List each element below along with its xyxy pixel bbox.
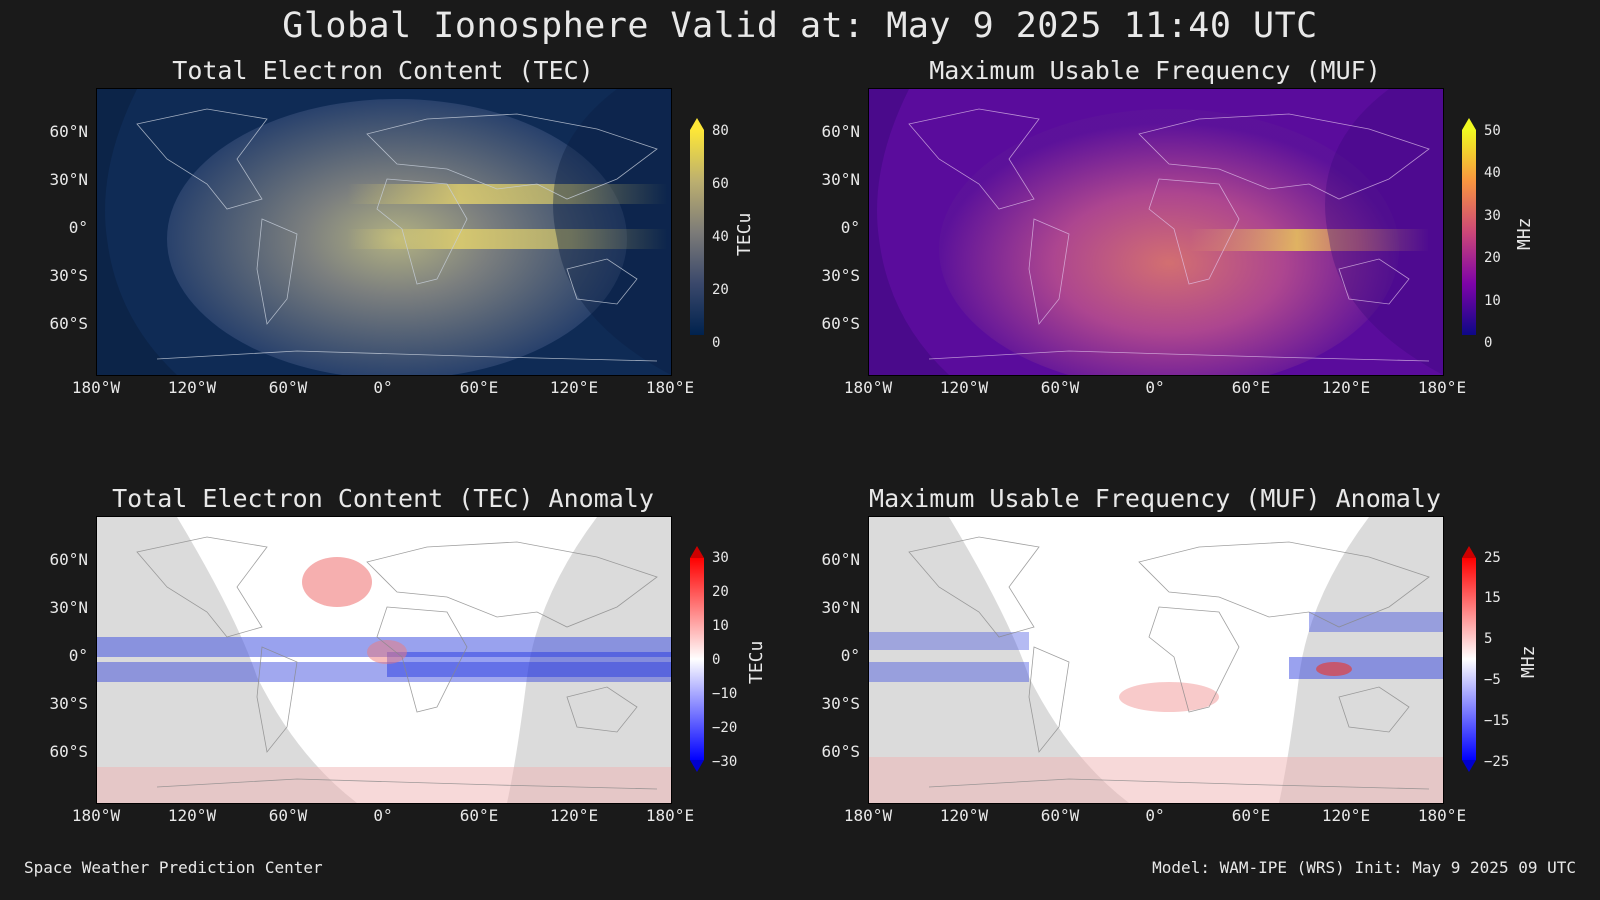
lat-tick: 30°S [49,266,88,285]
lat-tick: 60°S [821,314,860,333]
lat-tick: 30°N [821,170,860,189]
tec-panel-title: Total Electron Content (TEC) [172,56,594,85]
muf-anomaly-colorbar [1462,546,1476,772]
lat-tick: 60°S [49,314,88,333]
lon-tick: 180°E [1417,378,1467,397]
colorbar-tick: 15 [1484,590,1501,606]
lon-tick: 180°E [1417,806,1467,825]
lat-tick: 30°N [49,598,88,617]
lon-tick: 180°W [71,806,121,825]
colorbar-tick: −10 [712,686,738,702]
tec-anomaly-map [96,516,672,804]
colorbar-tick: 5 [1484,631,1493,647]
lon-tick: 120°E [1321,806,1371,825]
lon-tick: 0° [1145,378,1165,397]
colorbar-tick: 0 [712,335,721,351]
lon-tick: 120°E [549,378,599,397]
footer-model-info: Model: WAM-IPE (WRS) Init: May 9 2025 09… [1152,858,1576,877]
colorbar-tick: −5 [1484,672,1501,688]
colorbar-tick: 10 [1484,293,1501,309]
lon-tick: 60°W [1040,378,1080,397]
tec-anomaly-panel-title: Total Electron Content (TEC) Anomaly [112,484,654,513]
lon-tick: 120°W [167,806,217,825]
colorbar-tick: 10 [712,618,729,634]
lat-tick: 60°S [49,742,88,761]
footer-credit: Space Weather Prediction Center [24,858,323,877]
lat-tick: 30°S [821,694,860,713]
lon-tick: 60°E [459,378,499,397]
colorbar-tick: 0 [1484,335,1493,351]
colorbar-label: TECu [734,212,755,256]
muf-map [868,88,1444,376]
muf-colorbar [1462,118,1476,335]
lat-tick: 0° [68,218,88,237]
muf-panel-title: Maximum Usable Frequency (MUF) [929,56,1381,85]
lat-tick: 60°S [821,742,860,761]
colorbar-tick: 25 [1484,550,1501,566]
lon-tick: 180°E [645,806,695,825]
colorbar-tick: 40 [712,229,729,245]
lat-tick: 60°N [49,550,88,569]
tec-anomaly-colorbar [690,546,704,772]
lon-tick: 120°W [167,378,217,397]
colorbar-label: MHz [1514,217,1535,250]
colorbar-tick: 0 [712,652,721,668]
tec-map [96,88,672,376]
lon-tick: 60°E [1231,378,1271,397]
colorbar-label: MHz [1518,645,1539,678]
lon-tick: 60°W [268,806,308,825]
lat-tick: 0° [68,646,88,665]
colorbar-label: TECu [746,640,767,684]
colorbar-tick: 30 [712,550,729,566]
muf-anomaly-panel-title: Maximum Usable Frequency (MUF) Anomaly [869,484,1441,513]
lat-tick: 60°N [49,122,88,141]
lat-tick: 30°N [821,598,860,617]
colorbar-tick: 50 [1484,123,1501,139]
lat-tick: 60°N [821,122,860,141]
lat-tick: 0° [840,646,860,665]
colorbar-tick: 20 [1484,250,1501,266]
lon-tick: 180°W [843,806,893,825]
colorbar-tick: −20 [712,720,738,736]
lon-tick: 0° [373,806,393,825]
lon-tick: 120°W [939,378,989,397]
lon-tick: 0° [373,378,393,397]
colorbar-tick: 20 [712,584,729,600]
colorbar-tick: 80 [712,123,729,139]
lon-tick: 120°W [939,806,989,825]
lon-tick: 180°W [843,378,893,397]
lon-tick: 180°E [645,378,695,397]
tec-colorbar [690,118,704,335]
colorbar-tick: −30 [712,754,738,770]
lat-tick: 0° [840,218,860,237]
lat-tick: 60°N [821,550,860,569]
lon-tick: 0° [1145,806,1165,825]
lon-tick: 180°W [71,378,121,397]
lon-tick: 60°E [459,806,499,825]
lon-tick: 60°W [1040,806,1080,825]
lon-tick: 60°W [268,378,308,397]
lat-tick: 30°S [821,266,860,285]
lat-tick: 30°S [49,694,88,713]
colorbar-tick: −15 [1484,713,1510,729]
colorbar-tick: 30 [1484,208,1501,224]
muf-anomaly-map [868,516,1444,804]
lon-tick: 60°E [1231,806,1271,825]
colorbar-tick: −25 [1484,754,1510,770]
colorbar-tick: 20 [712,282,729,298]
colorbar-tick: 60 [712,176,729,192]
lat-tick: 30°N [49,170,88,189]
page-title: Global Ionosphere Valid at: May 9 2025 1… [282,6,1318,46]
lon-tick: 120°E [1321,378,1371,397]
colorbar-tick: 40 [1484,165,1501,181]
lon-tick: 120°E [549,806,599,825]
